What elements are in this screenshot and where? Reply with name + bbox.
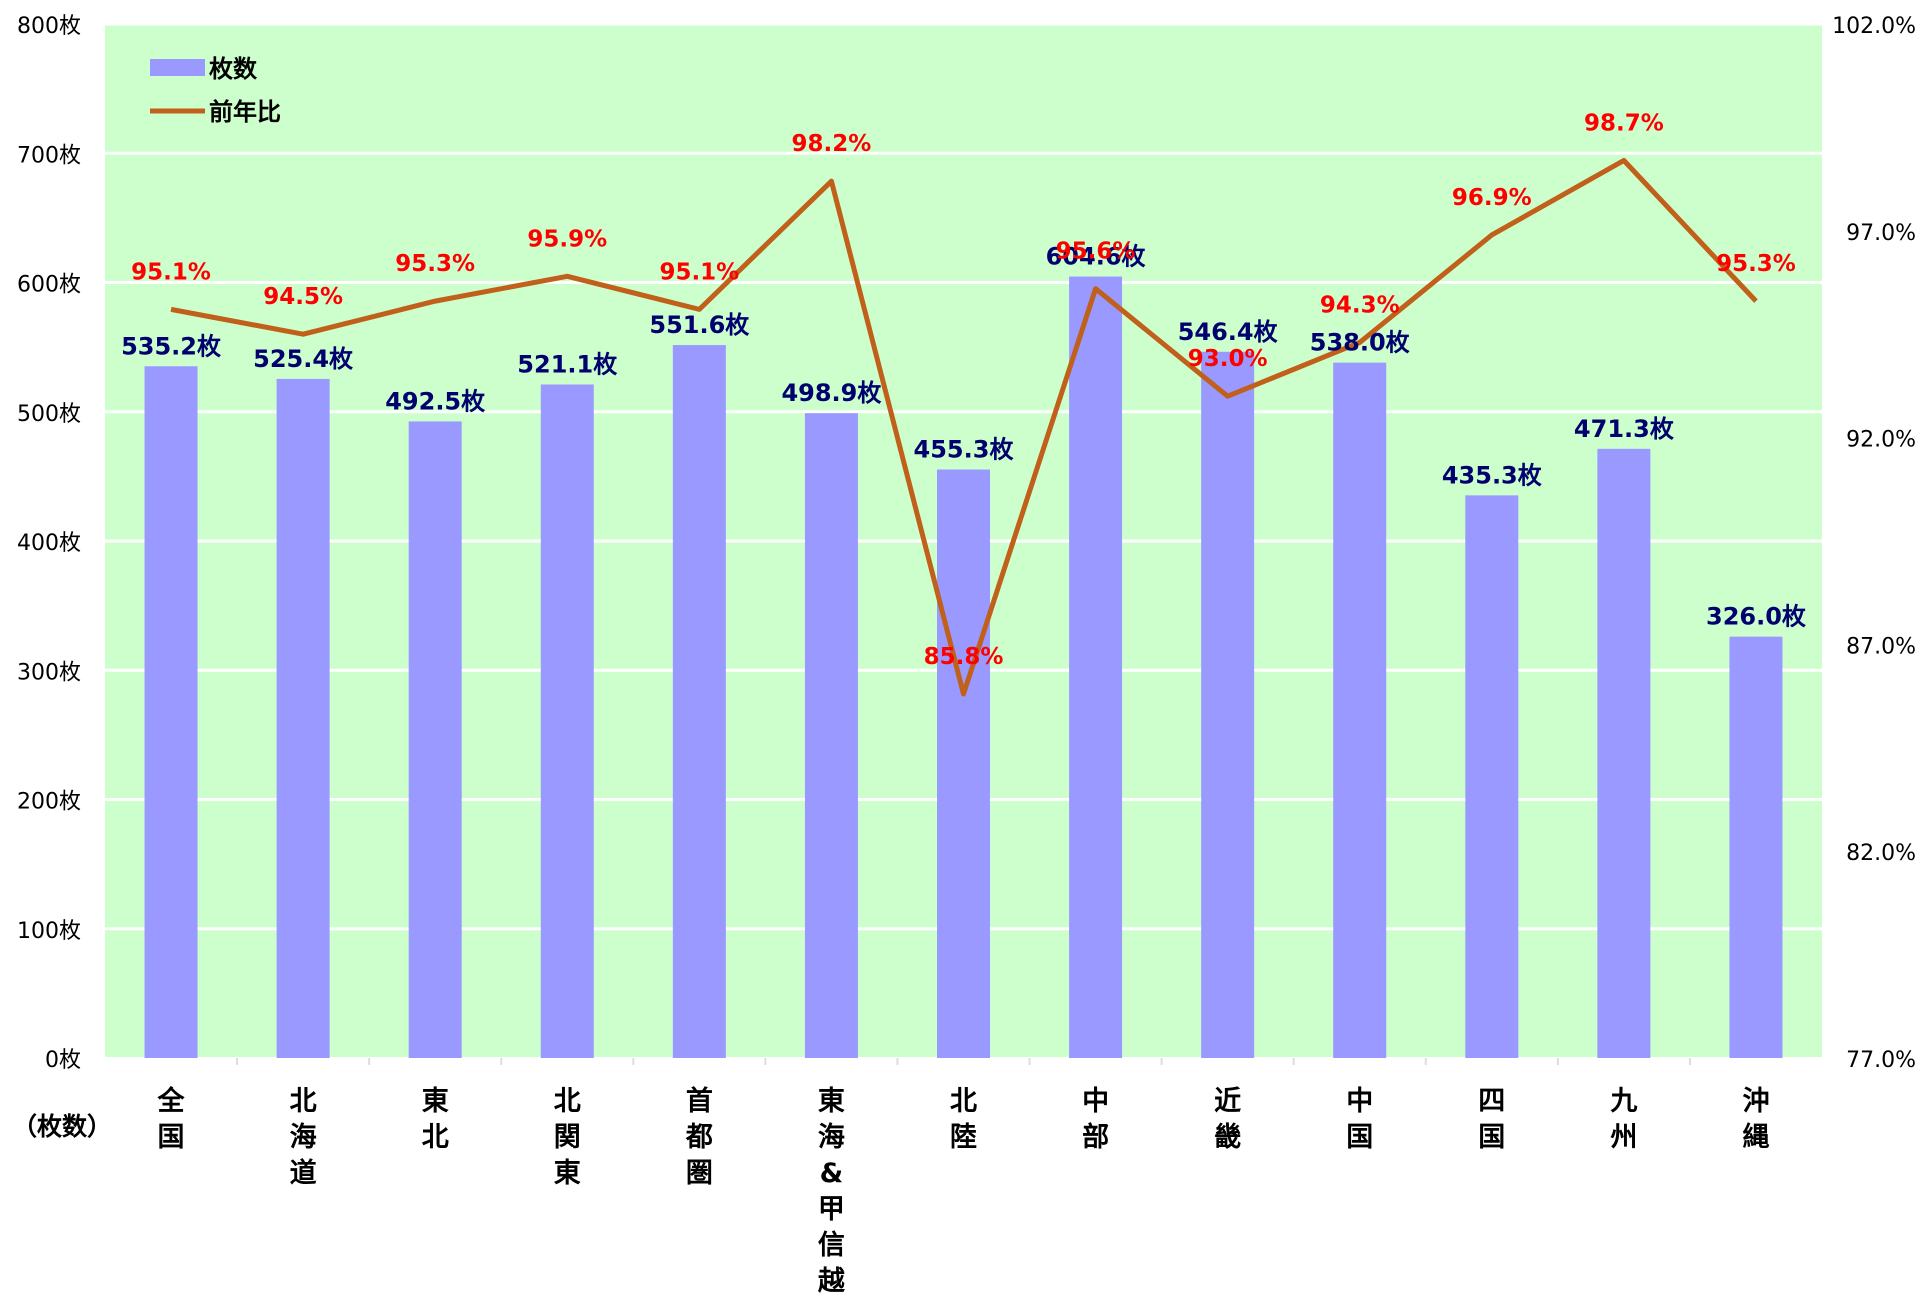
bar xyxy=(408,421,462,1059)
line-data-label: 94.3% xyxy=(1320,292,1400,318)
y-right-tick-label: 77.0% xyxy=(1846,1048,1916,1073)
bar-data-label: 471.3枚 xyxy=(1574,415,1674,443)
category-label: 海 xyxy=(818,1122,845,1153)
category-label: 中 xyxy=(1346,1086,1373,1117)
category-label: 信 xyxy=(818,1230,845,1261)
y-right-tick-label: 97.0% xyxy=(1846,221,1916,246)
category-label: 北 xyxy=(554,1086,581,1117)
category-label: 州 xyxy=(1610,1122,1637,1153)
bar-data-label: 435.3枚 xyxy=(1442,461,1542,489)
category-label: 国 xyxy=(1478,1122,1505,1153)
category-label: 東 xyxy=(422,1086,449,1117)
bar-data-label: 538.0枚 xyxy=(1310,329,1410,357)
line-data-label: 95.1% xyxy=(131,259,211,285)
y-right-tick-label: 82.0% xyxy=(1846,841,1916,866)
line-data-label: 95.9% xyxy=(527,226,607,252)
y-left-tick-label: 500枚 xyxy=(17,402,81,427)
line-data-label: 96.9% xyxy=(1452,185,1532,211)
y-left-tick-label: 200枚 xyxy=(17,790,81,815)
bar xyxy=(1597,448,1651,1059)
y-left-tick-label: 800枚 xyxy=(17,14,81,39)
bar xyxy=(276,378,330,1058)
bar xyxy=(1729,636,1783,1058)
category-label: 畿 xyxy=(1214,1122,1241,1153)
legend-label-bars: 枚数 xyxy=(209,55,258,83)
category-label: 陸 xyxy=(950,1122,977,1153)
category-label: 東 xyxy=(818,1086,845,1117)
category-label: 部 xyxy=(1082,1121,1109,1153)
line-data-label: 95.1% xyxy=(659,259,739,285)
bar-data-label: 498.9枚 xyxy=(781,379,881,407)
bar-data-label: 551.6枚 xyxy=(649,311,749,339)
line-data-label: 94.5% xyxy=(263,284,343,310)
bar xyxy=(937,469,990,1058)
category-label: 道 xyxy=(290,1157,317,1189)
category-label: 全 xyxy=(157,1085,186,1117)
category-label: 中 xyxy=(1082,1086,1109,1117)
bar-data-label: 604.6枚 xyxy=(1046,243,1146,271)
category-label: 北 xyxy=(422,1122,449,1153)
line-data-label: 98.2% xyxy=(792,131,872,157)
category-label: 北 xyxy=(290,1086,317,1117)
bar xyxy=(1069,276,1123,1058)
line-data-label: 95.3% xyxy=(1716,251,1796,277)
bar-data-label: 455.3枚 xyxy=(914,436,1014,464)
category-label: 国 xyxy=(158,1122,185,1153)
category-label: 四 xyxy=(1478,1086,1505,1117)
yoy-line xyxy=(170,157,1758,697)
bar xyxy=(144,366,198,1058)
y-left-tick-label: 400枚 xyxy=(17,531,81,556)
y-left-tick-label: 600枚 xyxy=(17,273,81,298)
category-label: 越 xyxy=(818,1266,846,1297)
line-data-label: 95.6% xyxy=(1056,239,1136,265)
bar-data-label: 492.5枚 xyxy=(385,387,485,415)
bar xyxy=(672,345,726,1058)
y-unit-label: （枚数） xyxy=(12,1112,112,1141)
category-label: 国 xyxy=(1346,1122,1373,1153)
category-label: 首 xyxy=(686,1085,713,1117)
line-data-label: 93.0% xyxy=(1188,346,1268,372)
category-label: 海 xyxy=(290,1122,317,1153)
category-label: 都 xyxy=(685,1122,713,1153)
category-label: 東 xyxy=(554,1158,581,1189)
y-right-tick-label: 92.0% xyxy=(1846,428,1916,453)
category-label: 近 xyxy=(1214,1086,1241,1117)
y-right-tick-label: 102.0% xyxy=(1832,14,1916,39)
category-label: 北 xyxy=(950,1086,977,1117)
legend-swatch-bars xyxy=(150,59,205,76)
y-left-tick-label: 100枚 xyxy=(17,919,81,944)
y-left-tick-label: 700枚 xyxy=(17,143,81,168)
line-data-label: 95.3% xyxy=(395,251,475,277)
category-label: 沖 xyxy=(1742,1086,1769,1117)
y-right-tick-label: 87.0% xyxy=(1846,634,1916,659)
bar xyxy=(540,384,594,1058)
category-label: & xyxy=(820,1158,844,1189)
category-label: 縄 xyxy=(1742,1122,1769,1153)
bar xyxy=(1465,495,1519,1058)
y-left-tick-label: 0枚 xyxy=(45,1048,81,1073)
bar-data-label: 535.2枚 xyxy=(121,332,221,360)
bar xyxy=(1201,351,1255,1058)
legend-label-line: 前年比 xyxy=(209,98,281,126)
bar-data-label: 546.4枚 xyxy=(1178,318,1278,346)
line-data-label: 98.7% xyxy=(1584,110,1664,136)
bar-data-label: 326.0枚 xyxy=(1706,603,1806,631)
bar xyxy=(804,413,858,1058)
category-label: 関 xyxy=(554,1122,581,1153)
bar-data-label: 521.1枚 xyxy=(517,350,617,378)
category-label: 甲 xyxy=(818,1194,845,1225)
category-label: 九 xyxy=(1610,1086,1637,1117)
category-label: 圏 xyxy=(686,1158,713,1189)
bar xyxy=(1333,362,1387,1058)
y-left-tick-label: 300枚 xyxy=(17,660,81,685)
bar-data-label: 525.4枚 xyxy=(253,345,353,373)
line-data-label: 85.8% xyxy=(924,644,1004,670)
